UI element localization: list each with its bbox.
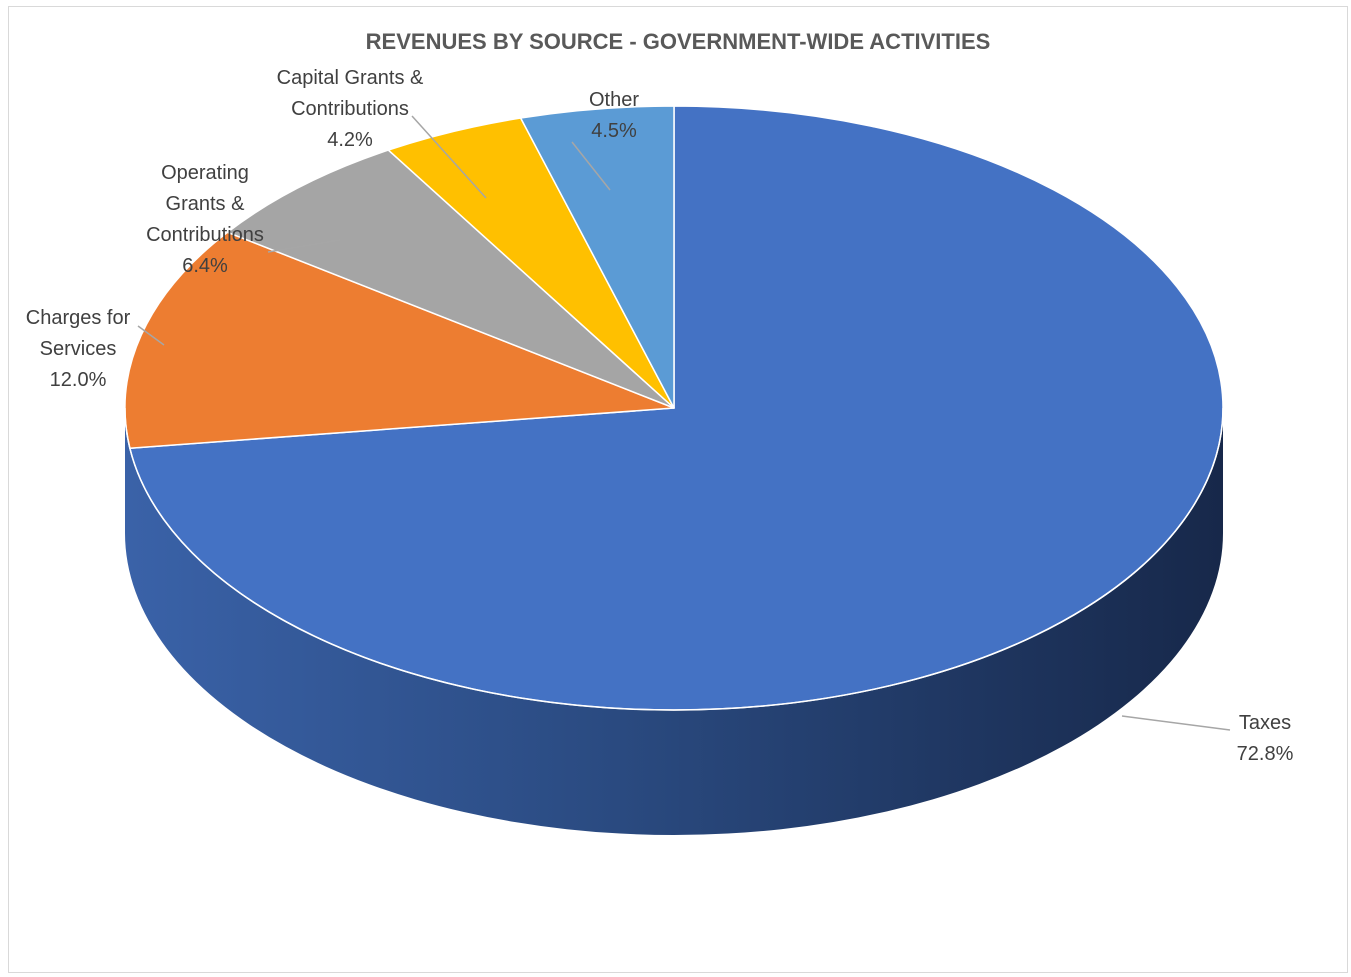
pie-slices bbox=[124, 105, 1224, 711]
leader-line-operating bbox=[267, 239, 341, 253]
pie-side-wall bbox=[125, 408, 1223, 835]
label-operating-line2: Grants & bbox=[166, 193, 246, 215]
pie-slice-operating-grants-contributions bbox=[226, 149, 675, 409]
pie-slice-other bbox=[519, 105, 675, 409]
label-charges-line1: Charges for bbox=[26, 307, 131, 329]
label-operating-pct: 6.4% bbox=[182, 255, 228, 277]
chart-title: REVENUES BY SOURCE - GOVERNMENT-WIDE ACT… bbox=[366, 29, 991, 54]
label-capital-line2: Contributions bbox=[291, 98, 409, 120]
label-other-pct: 4.5% bbox=[591, 120, 637, 142]
pie-top-rim bbox=[124, 407, 1224, 711]
label-taxes-name: Taxes bbox=[1239, 712, 1291, 734]
leader-lines bbox=[137, 115, 1231, 731]
leader-line-capital bbox=[411, 115, 487, 199]
label-operating-line1: Operating bbox=[161, 162, 249, 184]
label-charges-pct: 12.0% bbox=[50, 369, 107, 391]
label-taxes-pct: 72.8% bbox=[1237, 743, 1294, 765]
label-capital-pct: 4.2% bbox=[327, 129, 373, 151]
leader-line-taxes bbox=[1121, 715, 1231, 731]
leader-line-other bbox=[571, 141, 611, 191]
leader-line-charges bbox=[137, 325, 165, 346]
data-labels: Taxes 72.8% Charges for Services 12.0% O… bbox=[26, 67, 1294, 765]
label-capital-line1: Capital Grants & bbox=[277, 67, 424, 89]
label-charges-line2: Services bbox=[40, 338, 117, 360]
label-other-name: Other bbox=[589, 89, 639, 111]
label-operating-line3: Contributions bbox=[146, 224, 264, 246]
